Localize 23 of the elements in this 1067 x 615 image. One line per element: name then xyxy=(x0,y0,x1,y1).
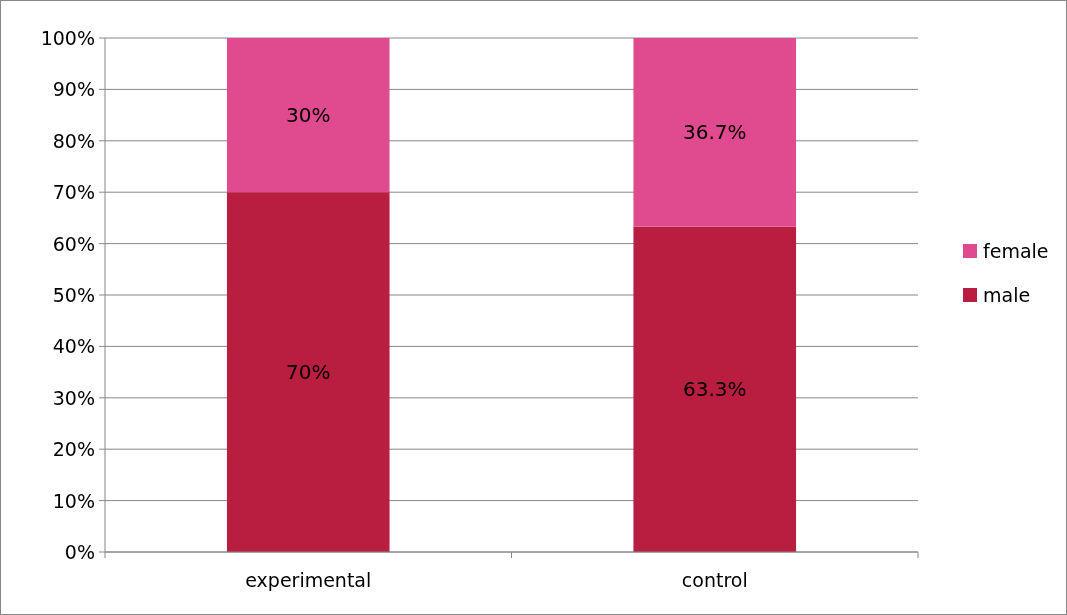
y-tick-label: 80% xyxy=(52,129,95,152)
bar xyxy=(226,192,390,552)
bar xyxy=(633,226,797,552)
x-tick-label: experimental xyxy=(245,569,372,591)
y-tick-label: 70% xyxy=(52,181,95,204)
legend-label: female xyxy=(983,240,1049,262)
y-tick-label: 20% xyxy=(52,438,95,461)
legend-label: male xyxy=(983,284,1031,306)
data-label: 63.3% xyxy=(682,377,747,402)
x-tick-label: control xyxy=(681,569,748,591)
y-tick-label: 40% xyxy=(52,335,95,358)
data-label: 30% xyxy=(286,103,331,128)
y-tick-label: 10% xyxy=(52,489,95,512)
y-tick-label: 0% xyxy=(64,541,95,563)
bar xyxy=(633,38,797,227)
y-tick-label: 100% xyxy=(40,27,95,49)
bar xyxy=(226,38,390,193)
y-tick-label: 90% xyxy=(52,78,95,101)
data-label: 70% xyxy=(286,360,331,385)
y-tick-label: 50% xyxy=(52,284,95,306)
y-tick-label: 30% xyxy=(52,386,95,409)
y-tick-label: 60% xyxy=(52,232,95,255)
data-label: 36.7% xyxy=(682,120,747,145)
